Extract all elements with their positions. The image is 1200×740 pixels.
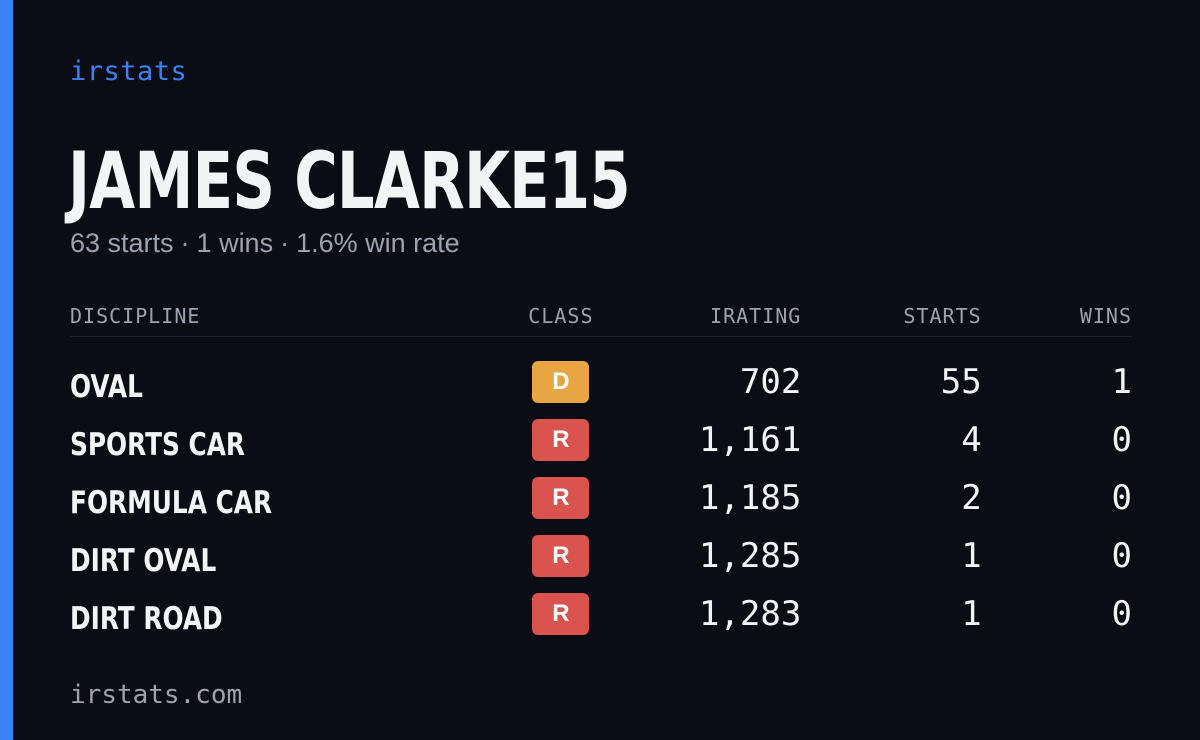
wins-value: 0 xyxy=(1111,420,1132,460)
discipline-cell: SPORTS CAR xyxy=(70,411,491,469)
accent-bar xyxy=(0,0,13,740)
driver-summary: 63 starts · 1 wins · 1.6% win rate xyxy=(70,228,460,259)
class-badge: R xyxy=(532,477,590,519)
class-badge: R xyxy=(532,419,590,461)
starts-value: 1 xyxy=(961,594,982,634)
table-row: OVAL D 702 55 1 xyxy=(70,337,1132,412)
wins-value: 0 xyxy=(1111,536,1132,576)
starts-value: 55 xyxy=(940,362,982,402)
brand-logo[interactable]: irstats xyxy=(70,56,188,87)
irating-value: 702 xyxy=(739,362,802,402)
wins-value: 1 xyxy=(1111,362,1132,402)
irating-value: 1,285 xyxy=(698,536,802,576)
table-row: DIRT ROAD R 1,283 1 0 xyxy=(70,585,1132,643)
summary-starts: 63 starts xyxy=(70,228,174,258)
table-row: DIRT OVAL R 1,285 1 0 xyxy=(70,527,1132,585)
discipline-name: SPORTS CAR xyxy=(70,427,246,463)
header-irating: IRATING xyxy=(631,296,802,337)
class-badge: R xyxy=(532,593,590,635)
class-cell: R xyxy=(491,411,631,469)
summary-win-rate: 1.6% win rate xyxy=(296,228,460,258)
summary-separator: · xyxy=(180,228,190,258)
driver-name: JAMES CLARKE15 xyxy=(68,137,631,227)
starts-value: 2 xyxy=(961,478,982,518)
table-row: SPORTS CAR R 1,161 4 0 xyxy=(70,411,1132,469)
header-class: CLASS xyxy=(490,296,632,337)
class-badge: D xyxy=(532,361,590,403)
class-badge: R xyxy=(532,535,590,577)
header-starts: STARTS xyxy=(801,296,982,337)
footer-domain[interactable]: irstats.com xyxy=(70,680,243,710)
header-wins: WINS xyxy=(981,296,1132,337)
summary-separator: · xyxy=(280,228,290,258)
table-header-row: DISCIPLINE CLASS IRATING STARTS WINS xyxy=(70,296,1132,337)
wins-value: 0 xyxy=(1111,594,1132,634)
class-cell: D xyxy=(491,337,631,412)
class-cell: R xyxy=(491,469,631,527)
irating-value: 1,283 xyxy=(698,594,802,634)
discipline-cell: OVAL xyxy=(70,337,491,412)
starts-value: 1 xyxy=(961,536,982,576)
stats-table: DISCIPLINE CLASS IRATING STARTS WINS OVA… xyxy=(70,296,1132,643)
discipline-name: FORMULA CAR xyxy=(70,485,273,521)
summary-wins: 1 wins xyxy=(196,228,274,258)
discipline-cell: DIRT ROAD xyxy=(70,585,491,643)
discipline-name: DIRT ROAD xyxy=(70,601,223,637)
irating-value: 1,161 xyxy=(698,420,802,460)
class-cell: R xyxy=(491,585,631,643)
discipline-name: DIRT OVAL xyxy=(70,543,217,579)
table-row: FORMULA CAR R 1,185 2 0 xyxy=(70,469,1132,527)
starts-value: 4 xyxy=(961,420,982,460)
discipline-cell: DIRT OVAL xyxy=(70,527,491,585)
irating-value: 1,185 xyxy=(698,478,802,518)
header-discipline: DISCIPLINE xyxy=(70,296,491,337)
discipline-name: OVAL xyxy=(70,369,143,405)
class-cell: R xyxy=(491,527,631,585)
wins-value: 0 xyxy=(1111,478,1132,518)
discipline-cell: FORMULA CAR xyxy=(70,469,491,527)
